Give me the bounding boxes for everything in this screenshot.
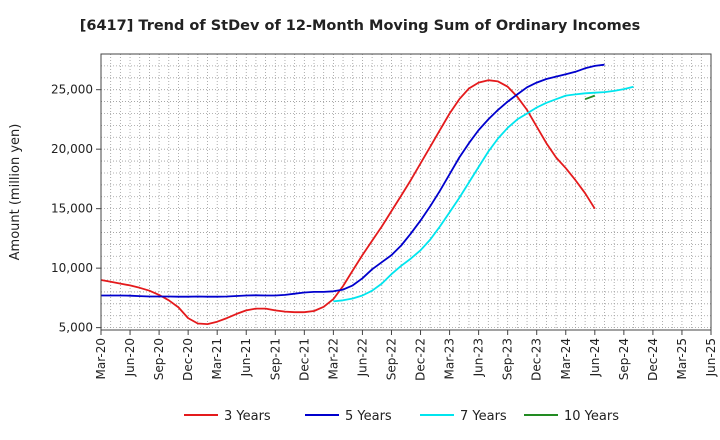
x-tick-label: Mar-23 [443,338,457,379]
y-tick-label: 15,000 [51,202,93,216]
x-tick-label: Dec-21 [297,338,311,381]
y-tick-label: 10,000 [51,261,93,275]
x-tick-label: Mar-20 [94,338,108,379]
x-tick-label: Sep-20 [152,338,166,380]
y-axis: 5,000 10,000 15,000 20,000 25,000 [51,83,101,335]
x-tick-label: Jun-23 [472,338,486,377]
x-tick-label: Mar-24 [559,338,573,379]
x-tick-label: Sep-21 [268,338,282,380]
grid [101,54,711,330]
x-tick-label: Mar-21 [210,338,224,379]
x-tick-label: Sep-24 [617,338,631,380]
y-axis-label: Amount (million yen) [8,124,23,261]
legend-label: 10 Years [564,409,619,424]
x-tick-label: Jun-24 [588,338,602,377]
series-line-3-years [100,79,596,326]
plot-border [100,53,712,331]
y-tick-label: 5,000 [59,321,93,335]
x-tick-label: Sep-22 [384,338,398,380]
x-tick-label: Mar-22 [326,338,340,379]
y-tick-label: 25,000 [51,83,93,97]
x-tick-label: Mar-25 [675,338,689,379]
x-tick-label: Dec-24 [646,338,660,381]
plot-area [101,54,711,330]
x-tick-label: Sep-23 [501,338,515,380]
series-layer [100,63,634,326]
x-tick-label: Jun-20 [123,338,137,377]
legend-label: 3 Years [224,409,271,424]
x-tick-label: Jun-22 [355,338,369,377]
x-axis: Mar-20 Jun-20 Sep-20 Dec-20 Mar-21 Jun-21 Sep-… [94,330,718,381]
series-line-5-years [101,63,605,298]
legend-label: 7 Years [460,409,507,424]
chart-title: [6417] Trend of StDev of 12-Month Moving… [80,18,641,34]
x-tick-label: Jun-25 [704,338,718,377]
y-tick-label: 20,000 [51,142,93,156]
series-line-10-years [584,94,596,101]
series-line-7-years [333,85,634,303]
x-tick-label: Jun-21 [239,338,253,377]
x-tick-label: Dec-22 [414,338,428,381]
legend-label: 5 Years [345,409,392,424]
x-tick-label: Dec-20 [181,338,195,381]
legend: 3 Years 5 Years 7 Years 10 Years [184,409,619,424]
x-tick-label: Dec-23 [530,338,544,381]
